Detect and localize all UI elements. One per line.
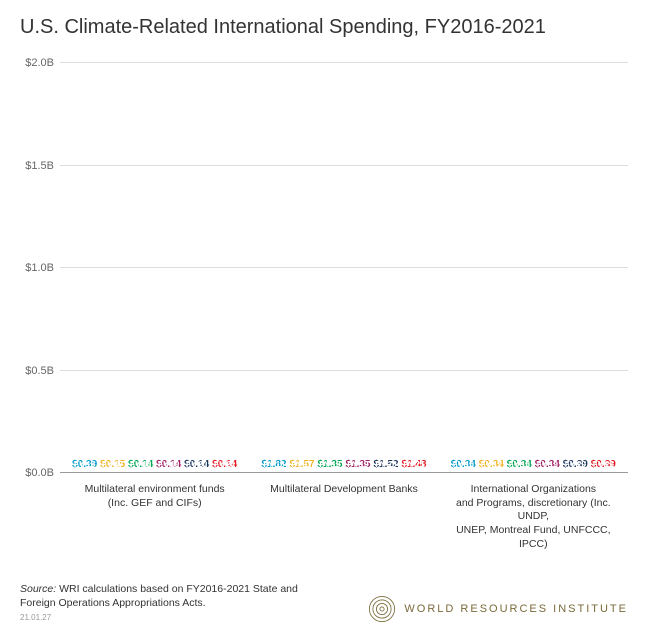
bar-series-label: FY 17 — [481, 460, 502, 469]
bar-group: $0.39FY 16$0.15FY 17$0.14FY 18$0.14FY 19… — [72, 63, 238, 473]
bar: $0.14FY 19 — [156, 459, 182, 473]
gridline — [60, 62, 628, 63]
bar: $1.52FY 20 — [373, 459, 399, 473]
y-tick-label: $0.0B — [25, 467, 54, 479]
bar: $1.35FY 18 — [317, 459, 343, 473]
bar: $0.14FY 20 — [184, 459, 210, 473]
x-category-label: Multilateral Development Banks — [254, 483, 434, 551]
bar: $0.34FY 19 — [534, 459, 560, 473]
bar: $0.15FY 17 — [100, 459, 126, 473]
bar-series-label: FY 20 — [375, 460, 396, 469]
wri-logo-text: WORLD RESOURCES INSTITUTE — [404, 603, 628, 615]
bar-series-label: FY 20 — [186, 460, 207, 469]
y-axis: $0.0B$0.5B$1.0B$1.5B$2.0B — [20, 63, 60, 473]
x-axis-labels: Multilateral environment funds(Inc. GEF … — [60, 483, 628, 551]
bar: $0.39FY 20 — [562, 459, 588, 473]
chart-title: U.S. Climate-Related International Spend… — [20, 16, 628, 39]
bar-series-label: FY 21 — [403, 460, 424, 469]
bar-series-label: FY 16 — [453, 460, 474, 469]
source-prefix: Source: — [20, 583, 56, 595]
bar: $0.39FY 21 — [590, 459, 616, 473]
bar: $0.14FY 18 — [128, 459, 154, 473]
bar: $0.14FY 21 — [212, 459, 238, 473]
source-text: WRI calculations based on FY2016-2021 St… — [20, 583, 298, 609]
gridline — [60, 370, 628, 371]
bar: $1.35FY 19 — [345, 459, 371, 473]
bar-series-label: FY 16 — [74, 460, 95, 469]
bar-series-label: FY 18 — [130, 460, 151, 469]
bar-series-label: FY 19 — [347, 460, 368, 469]
plot-area: $0.39FY 16$0.15FY 17$0.14FY 18$0.14FY 19… — [60, 63, 628, 473]
source-note: Source: WRI calculations based on FY2016… — [20, 583, 320, 623]
bar-series-label: FY 17 — [102, 460, 123, 469]
y-tick-label: $0.5B — [25, 365, 54, 377]
gridline — [60, 472, 628, 473]
bar: $0.39FY 16 — [72, 459, 98, 473]
x-category-label: International Organizationsand Programs,… — [443, 483, 623, 551]
bar-series-label: FY 18 — [319, 460, 340, 469]
bar-group: $1.82FY 16$1.57FY 17$1.35FY 18$1.35FY 19… — [261, 63, 427, 473]
x-category-label: Multilateral environment funds(Inc. GEF … — [65, 483, 245, 551]
bar-series-label: FY 18 — [509, 460, 530, 469]
chart-area: $0.0B$0.5B$1.0B$1.5B$2.0B $0.39FY 16$0.1… — [60, 63, 628, 473]
bar-series-label: FY 21 — [214, 460, 235, 469]
source-id: 21.01.27 — [20, 613, 320, 623]
bar-series-label: FY 17 — [291, 460, 312, 469]
bar: $0.34FY 16 — [450, 459, 476, 473]
gridline — [60, 267, 628, 268]
bar: $1.57FY 17 — [289, 459, 315, 473]
bar: $1.82FY 16 — [261, 459, 287, 473]
bar-series-label: FY 19 — [537, 460, 558, 469]
chart-footer: Source: WRI calculations based on FY2016… — [20, 583, 628, 623]
y-tick-label: $1.5B — [25, 160, 54, 172]
bar: $1.48FY 21 — [401, 459, 427, 473]
bar-series-label: FY 19 — [158, 460, 179, 469]
gridline — [60, 165, 628, 166]
y-tick-label: $1.0B — [25, 262, 54, 274]
bar-series-label: FY 16 — [263, 460, 284, 469]
wri-logo: WORLD RESOURCES INSTITUTE — [368, 595, 628, 623]
bar: $0.34FY 17 — [478, 459, 504, 473]
bar: $0.34FY 18 — [506, 459, 532, 473]
wri-logo-icon — [368, 595, 396, 623]
bar-group: $0.34FY 16$0.34FY 17$0.34FY 18$0.34FY 19… — [450, 63, 616, 473]
bar-series-label: FY 20 — [565, 460, 586, 469]
y-tick-label: $2.0B — [25, 57, 54, 69]
bar-series-label: FY 21 — [593, 460, 614, 469]
